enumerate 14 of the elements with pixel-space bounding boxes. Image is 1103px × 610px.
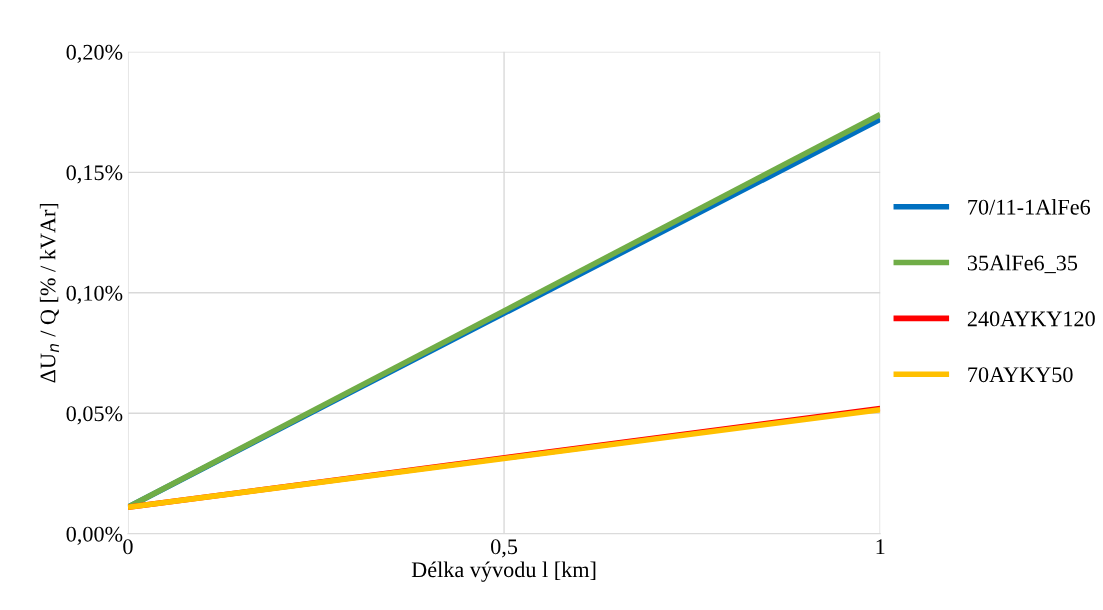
legend-label: 35AlFe6_35 bbox=[967, 254, 1078, 274]
x-tick-label: 0 bbox=[123, 539, 133, 555]
legend-label: 240AYKY120 bbox=[967, 311, 1095, 327]
y-tick-label: 0,10% bbox=[66, 285, 123, 304]
x-tick-label: 0,5 bbox=[491, 539, 518, 558]
x-axis-title: Délka vývodu l [km] bbox=[411, 561, 596, 582]
legend-label: 70/11-1AlFe6 bbox=[968, 199, 1091, 215]
y-tick-label: 0,15% bbox=[66, 165, 123, 184]
y-axis-title: ΔU$_{n}$ / Q [% / kVAr] bbox=[39, 203, 59, 383]
y-tick-label: 0,20% bbox=[66, 44, 123, 63]
y-tick-label: 0,05% bbox=[66, 406, 123, 425]
x-tick-label: 1 bbox=[876, 539, 885, 555]
legend-label: 70AYKY50 bbox=[968, 367, 1073, 383]
y-tick-label: 0,00% bbox=[66, 526, 123, 545]
